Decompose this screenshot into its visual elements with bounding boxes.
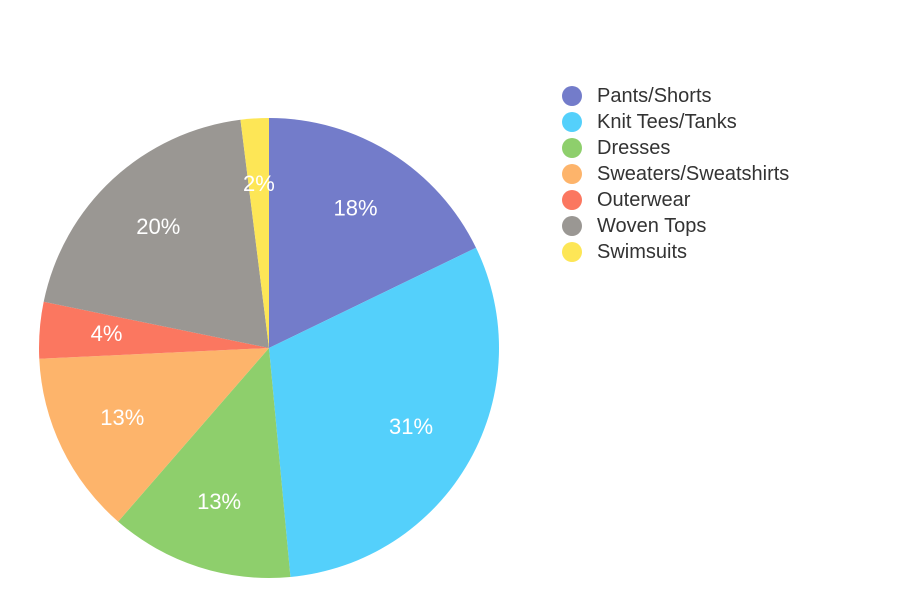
legend-swatch xyxy=(562,138,582,158)
slice-value-label: 20% xyxy=(136,214,180,239)
legend-label: Pants/Shorts xyxy=(597,84,712,107)
legend-swatch xyxy=(562,164,582,184)
legend-item: Swimsuits xyxy=(562,239,789,265)
slice-value-label: 4% xyxy=(91,321,123,346)
pie-data-labels: 18% 31% 13% 13% 4% 20% 2% xyxy=(91,171,433,514)
chart-legend: Pants/Shorts Knit Tees/Tanks Dresses Sweate… xyxy=(562,83,789,265)
legend-item: Knit Tees/Tanks xyxy=(562,109,789,135)
legend-swatch xyxy=(562,112,582,132)
legend-label: Swimsuits xyxy=(597,240,688,263)
legend-label: Sweaters/Sweatshirts xyxy=(597,162,790,185)
legend-item: Sweaters/Sweatshirts xyxy=(562,161,789,187)
pie-slice-woven-tops xyxy=(43,119,270,348)
slice-value-label: 31% xyxy=(389,414,433,439)
pie-slice-swimsuits xyxy=(240,118,269,348)
legend-swatch xyxy=(562,86,582,106)
legend-swatch xyxy=(562,190,582,210)
legend-label: Knit Tees/Tanks xyxy=(597,110,737,133)
legend-item: Pants/Shorts xyxy=(562,83,789,109)
pie-slices xyxy=(38,118,499,579)
slice-value-label: 18% xyxy=(334,196,378,221)
pie-slice-pants-shorts xyxy=(269,118,476,348)
pie-slice-dresses xyxy=(118,348,291,579)
pie-slice-sweaters-sweatshirts xyxy=(39,348,269,522)
pie-slice-outerwear xyxy=(38,301,270,359)
legend-label: Dresses xyxy=(597,136,671,159)
legend-item: Outerwear xyxy=(562,187,789,213)
slice-value-label: 13% xyxy=(100,405,144,430)
legend-label: Outerwear xyxy=(597,188,691,211)
legend-label: Woven Tops xyxy=(597,214,707,237)
legend-swatch xyxy=(562,242,582,262)
legend-item: Woven Tops xyxy=(562,213,789,239)
slice-value-label: 13% xyxy=(197,489,241,514)
legend-item: Dresses xyxy=(562,135,789,161)
legend-swatch xyxy=(562,216,582,236)
slice-value-label: 2% xyxy=(243,171,275,196)
pie-slice-knit-tees-tanks xyxy=(269,247,499,577)
